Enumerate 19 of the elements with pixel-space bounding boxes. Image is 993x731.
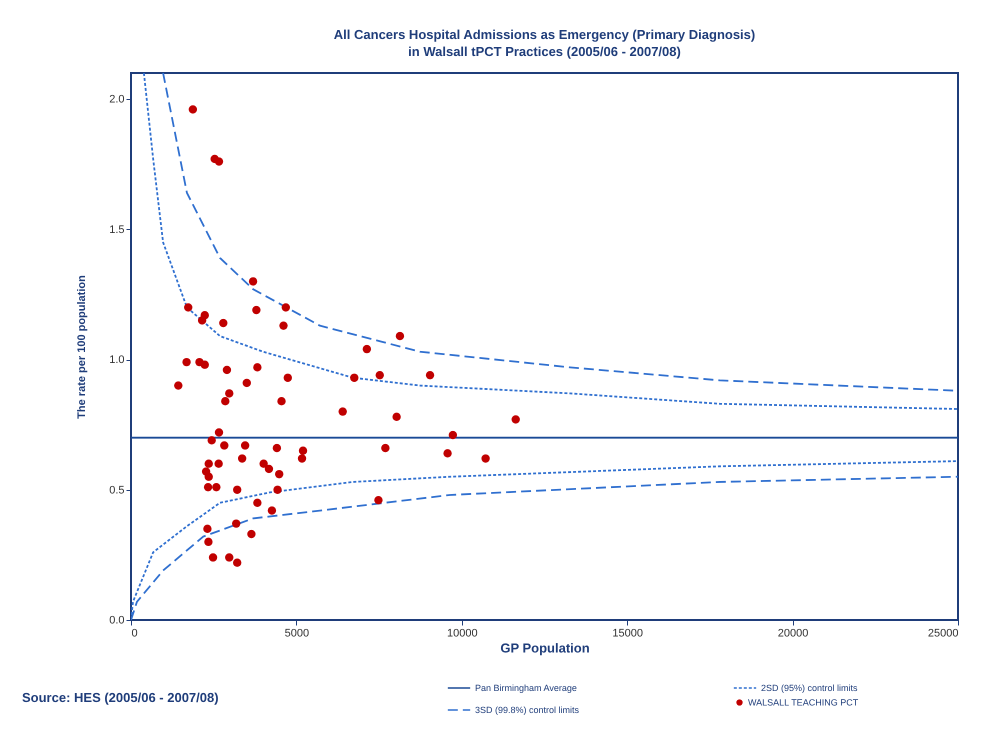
y-tick-label: 0.0 <box>109 614 124 626</box>
chart-title: All Cancers Hospital Admissions as Emergency (Primary Diagnosis) in Walsall tPCT Practices (2005/06 - 2007/08) <box>334 27 756 59</box>
x-tick-label: 20000 <box>778 628 808 640</box>
x-tick-label: 10000 <box>447 628 478 640</box>
x-axis-title: GP Population <box>500 640 590 656</box>
y-tick-label: 2.0 <box>109 94 124 106</box>
y-tick-label: 1.0 <box>109 354 124 366</box>
x-tick-label: 25000 <box>928 628 958 640</box>
legend-label: WALSALL TEACHING PCT <box>748 698 859 708</box>
x-tick-label: 0 <box>132 628 138 640</box>
legend-label: 2SD (95%) control limits <box>761 683 858 693</box>
y-axis-title: The rate per 100 population <box>76 274 88 419</box>
y-tick-label: 1.5 <box>109 224 124 236</box>
x-tick-label: 15000 <box>612 628 643 640</box>
source-note: Source: HES (2005/06 - 2007/08) <box>22 690 219 705</box>
legend-label: Pan Birmingham Average <box>475 683 577 693</box>
y-tick-label: 0.5 <box>109 484 124 496</box>
x-tick-label: 5000 <box>284 628 310 640</box>
legend-label: 3SD (99.8%) control limits <box>475 705 580 715</box>
